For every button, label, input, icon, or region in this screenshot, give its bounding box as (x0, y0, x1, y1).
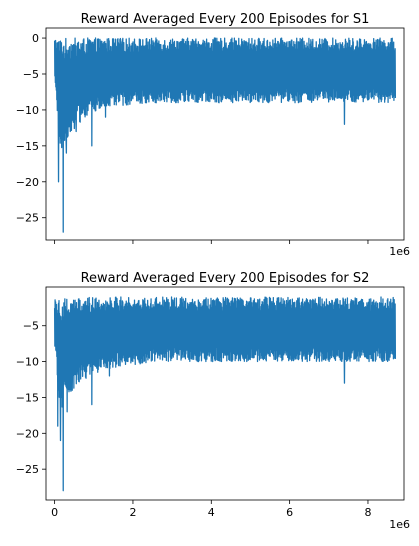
y-tick-label: −5 (23, 68, 39, 81)
plot-area (53, 296, 397, 492)
chart-title: Reward Averaged Every 200 Episodes for S… (81, 271, 370, 286)
y-tick-label: −10 (16, 356, 39, 369)
y-tick-label: −15 (16, 140, 39, 153)
x-offset-text: 1e6 (389, 518, 410, 531)
plot-area (53, 37, 397, 233)
axes-frame (45, 27, 405, 241)
y-tick-label: −20 (16, 427, 39, 440)
axes-frame (45, 286, 405, 501)
chart-title: Reward Averaged Every 200 Episodes for S… (81, 12, 370, 27)
x-tick-label: 8 (364, 506, 371, 519)
y-tick-label: −25 (16, 212, 39, 225)
y-axis-ticks: 0 −5 −10 −15 −20 −25 (16, 32, 46, 225)
x-tick-label: 4 (208, 506, 215, 519)
series-line (53, 37, 397, 233)
x-tick-label: 0 (51, 506, 58, 519)
x-axis-ticks (54, 240, 369, 244)
x-tick-label: 2 (129, 506, 136, 519)
y-tick-label: −25 (16, 463, 39, 476)
x-offset-text: 1e6 (389, 245, 410, 258)
y-tick-label: −20 (16, 176, 39, 189)
y-axis-ticks: −5 −10 −15 −20 −25 (16, 320, 46, 476)
x-axis-ticks: 0 2 4 6 8 (51, 500, 371, 519)
x-tick-label: 6 (286, 506, 293, 519)
y-tick-label: 0 (32, 32, 39, 45)
y-tick-label: −15 (16, 391, 39, 404)
y-tick-label: −10 (16, 104, 39, 117)
chart-panel-s2: Reward Averaged Every 200 Episodes for S… (16, 271, 410, 531)
series-line (53, 296, 397, 492)
chart-panel-s1: Reward Averaged Every 200 Episodes for S… (16, 12, 410, 258)
y-tick-label: −5 (23, 320, 39, 333)
